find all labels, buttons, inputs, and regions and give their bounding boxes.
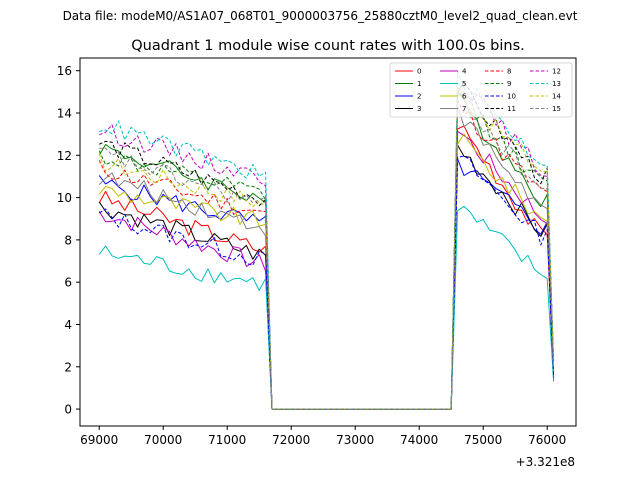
y-tick-label: 6 xyxy=(64,276,72,290)
y-tick-label: 14 xyxy=(57,106,72,120)
series-line-14 xyxy=(98,87,555,410)
y-tick-label: 16 xyxy=(57,64,72,78)
legend-label-12: 12 xyxy=(552,68,561,76)
x-tick-label: 72000 xyxy=(272,433,310,447)
y-tick-label: 10 xyxy=(57,191,72,205)
legend-label-8: 8 xyxy=(507,68,511,76)
legend-label-15: 15 xyxy=(552,105,561,113)
y-tick-label: 4 xyxy=(64,318,72,332)
x-offset-label: +3.321e8 xyxy=(516,455,575,469)
series-line-7 xyxy=(98,104,555,410)
series-line-13 xyxy=(99,71,555,410)
series-line-10 xyxy=(98,155,555,410)
series-line-5 xyxy=(98,205,555,410)
legend-label-10: 10 xyxy=(507,93,516,101)
series-line-8 xyxy=(98,99,555,410)
series-line-4 xyxy=(98,130,555,410)
series-lines xyxy=(98,71,555,410)
y-tick-label: 8 xyxy=(64,233,72,247)
legend-label-14: 14 xyxy=(552,93,561,101)
x-tick-label: 74000 xyxy=(400,433,438,447)
y-tick-label: 0 xyxy=(64,403,72,417)
legend-frame xyxy=(389,62,573,118)
legend-label-6: 6 xyxy=(462,93,467,101)
legend-label-1: 1 xyxy=(417,80,421,88)
legend-label-7: 7 xyxy=(462,105,466,113)
legend-label-2: 2 xyxy=(417,93,421,101)
x-tick-label: 76000 xyxy=(528,433,566,447)
plot-area-frame xyxy=(79,57,577,427)
chart-suptitle: Data file: modeM0/AS1A07_068T01_90000037… xyxy=(63,9,578,23)
legend-label-4: 4 xyxy=(462,68,467,76)
y-tick-label: 2 xyxy=(64,360,72,374)
legend-label-5: 5 xyxy=(462,80,466,88)
legend-label-11: 11 xyxy=(507,105,516,113)
legend-label-0: 0 xyxy=(417,68,421,76)
x-tick-label: 70000 xyxy=(144,433,182,447)
series-line-15 xyxy=(99,94,555,410)
series-line-1 xyxy=(98,91,555,410)
y-tick-label: 12 xyxy=(57,149,72,163)
x-tick-label: 75000 xyxy=(464,433,502,447)
series-line-0 xyxy=(98,125,555,410)
x-tick-label: 69000 xyxy=(80,433,118,447)
series-line-12 xyxy=(99,87,555,410)
x-tick-label: 73000 xyxy=(336,433,374,447)
series-line-3 xyxy=(98,144,555,410)
x-tick-label: 71000 xyxy=(208,433,246,447)
legend-label-3: 3 xyxy=(417,105,421,113)
legend-label-13: 13 xyxy=(552,80,561,88)
legend-label-9: 9 xyxy=(507,80,511,88)
series-line-2 xyxy=(98,158,555,410)
chart-title: Quadrant 1 module wise count rates with … xyxy=(131,38,525,54)
axis-ticks: 69000 70000 71000 72000 73000 74000 75000 76000… xyxy=(57,64,567,447)
series-line-6 xyxy=(98,133,555,410)
